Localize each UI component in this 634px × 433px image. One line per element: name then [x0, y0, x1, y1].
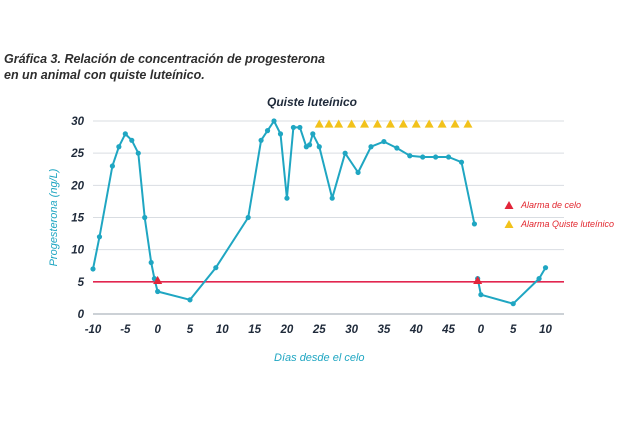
alarma-quiste-marker	[385, 119, 395, 128]
data-point	[316, 144, 322, 150]
y-axis-label: Progesterona (ng/L)	[48, 168, 60, 266]
x-tick-label: 15	[248, 324, 261, 336]
legend: Alarma de celo Alarma Quiste luteínico	[504, 200, 614, 229]
alarma-quiste-marker	[398, 119, 408, 128]
figure-caption-line-2: en un animal con quiste luteínico.	[4, 68, 205, 82]
y-axis-ticks: 0 5 10 15 20 25 30	[70, 116, 84, 321]
legend-label: Alarma Quiste luteínico	[520, 219, 614, 229]
y-tick-label: 30	[71, 116, 84, 128]
x-axis-ticks: -10 -5 0 5 10 15 20 25 30 35 40 45 0 5 10	[85, 324, 553, 336]
alarma-quiste-marker	[463, 119, 473, 128]
data-point	[478, 292, 484, 298]
data-point	[277, 131, 284, 137]
series-line	[92, 120, 476, 301]
x-tick-label: 40	[409, 324, 423, 336]
data-point	[297, 124, 303, 131]
alarma-quiste-marker	[314, 119, 324, 128]
data-point	[290, 124, 297, 131]
legend-celo-icon	[504, 200, 514, 210]
alarma-quiste-marker	[424, 119, 434, 128]
x-tick-label: 10	[539, 324, 552, 336]
data-point	[368, 144, 374, 150]
data-point	[90, 266, 96, 272]
data-point	[264, 128, 271, 134]
data-point	[310, 131, 316, 137]
data-point	[135, 150, 141, 156]
legend-quiste-icon	[504, 219, 514, 229]
y-tick-label: 20	[70, 180, 84, 192]
data-point	[458, 159, 465, 165]
data-point	[96, 234, 103, 240]
x-tick-label: 0	[154, 324, 161, 336]
series	[90, 118, 549, 307]
x-tick-label: -5	[120, 324, 131, 336]
y-tick-label: 15	[71, 213, 84, 225]
x-tick-label: 10	[216, 324, 229, 336]
x-tick-label: 5	[510, 324, 517, 336]
data-point	[445, 154, 452, 160]
alarma-celo-marker	[473, 275, 483, 284]
data-point	[342, 150, 348, 156]
y-tick-label: 5	[78, 277, 85, 289]
data-point	[187, 297, 193, 303]
data-point	[148, 259, 154, 266]
chart-title: Quiste luteínico	[267, 95, 357, 109]
data-point	[407, 153, 413, 159]
x-axis-label: Días desde el celo	[274, 352, 365, 364]
alarma-quiste-marker	[411, 119, 421, 128]
x-tick-label: -10	[85, 324, 102, 336]
x-tick-label: 45	[441, 324, 455, 336]
y-tick-label: 0	[78, 309, 85, 321]
alarma-celo-marker	[153, 275, 163, 284]
data-point	[355, 169, 361, 176]
data-point	[284, 195, 290, 201]
alarma-quiste-marker	[437, 119, 447, 128]
x-tick-label: 5	[187, 324, 194, 336]
data-point	[129, 137, 135, 143]
alarma-quiste-marker	[450, 119, 460, 128]
data-point	[381, 138, 387, 145]
grid	[93, 120, 564, 315]
x-tick-label: 25	[312, 324, 326, 336]
data-point	[306, 142, 313, 148]
data-point	[394, 145, 400, 151]
legend-label: Alarma de celo	[520, 200, 581, 210]
alarma-quiste-marker	[372, 119, 382, 128]
data-point	[471, 221, 478, 227]
alarma-quiste-marker	[360, 119, 370, 128]
data-point	[258, 137, 264, 143]
data-point	[109, 163, 115, 169]
data-point	[510, 301, 516, 307]
data-point	[245, 214, 251, 221]
alarma-quiste-marker	[334, 119, 344, 128]
x-tick-label: 0	[478, 324, 485, 336]
alarma-quiste-marker	[347, 119, 357, 128]
data-point	[122, 131, 128, 137]
alarma-quiste-marker	[324, 119, 334, 128]
data-point	[142, 214, 148, 221]
y-tick-label: 10	[71, 245, 84, 257]
data-point	[329, 195, 335, 201]
series-line	[476, 267, 547, 305]
x-tick-label: 30	[345, 324, 358, 336]
x-tick-label: 20	[280, 324, 294, 336]
data-point	[116, 144, 122, 150]
data-point	[155, 288, 161, 295]
data-point	[420, 154, 426, 160]
data-point	[536, 276, 542, 282]
data-point	[271, 118, 277, 124]
x-tick-label: 35	[378, 324, 391, 336]
figure-caption-line-1: Gráfica 3. Relación de concentración de …	[4, 52, 325, 66]
data-point	[542, 265, 549, 271]
y-tick-label: 25	[70, 148, 84, 160]
alarm-markers	[153, 119, 483, 284]
data-point	[433, 154, 439, 160]
data-point	[213, 265, 219, 271]
